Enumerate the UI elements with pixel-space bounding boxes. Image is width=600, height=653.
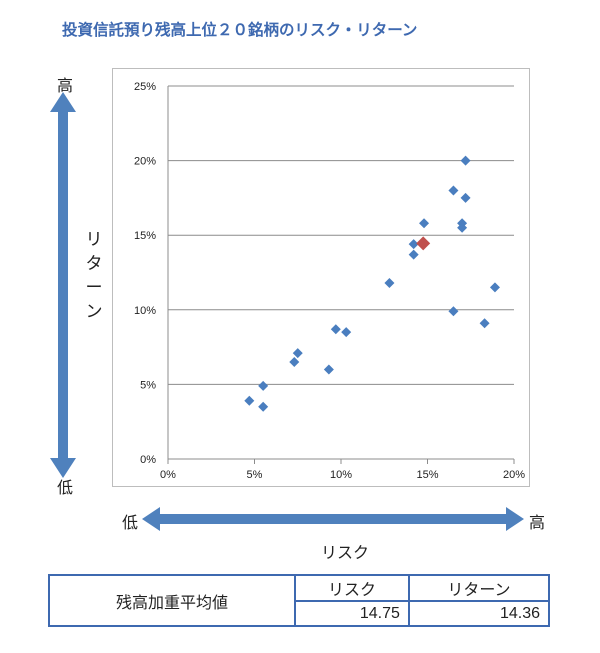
x-axis-high-label: 高 [529, 515, 546, 532]
data-point [460, 155, 471, 166]
x-axis-title: リスク [321, 545, 370, 562]
chart-title: 投資信託預り残高上位２０銘柄のリスク・リターン [62, 22, 418, 39]
data-point [408, 239, 419, 250]
data-point [323, 364, 334, 375]
data-point [408, 249, 419, 260]
x-tick-label: 5% [247, 469, 263, 481]
weighted-average-table: 残高加重平均値 リスク リターン 14.75 14.36 [48, 574, 551, 627]
data-point [258, 401, 269, 412]
header-return: リターン [407, 574, 551, 602]
data-point [448, 185, 459, 196]
y-axis-low-label: 低 [57, 480, 74, 497]
y-axis-title-char: ー [85, 278, 103, 297]
vertical-arrow [50, 92, 76, 478]
data-point [341, 327, 352, 338]
chart-frame [112, 68, 530, 487]
data-point [292, 348, 303, 359]
x-tick-label: 15% [416, 469, 438, 481]
value-risk: 14.75 [294, 600, 410, 627]
data-point [330, 324, 341, 335]
data-point [448, 306, 459, 317]
y-axis-title: リターン [84, 228, 104, 324]
x-axis-low-label: 低 [122, 515, 139, 532]
data-point [460, 192, 471, 203]
y-tick-label: 5% [140, 379, 156, 391]
y-tick-label: 20% [134, 156, 156, 168]
y-axis-high-label: 高 [57, 78, 74, 95]
weighted-average-point [416, 236, 431, 251]
y-tick-label: 0% [140, 454, 156, 466]
data-point [258, 380, 269, 391]
horizontal-arrow [142, 507, 524, 531]
x-tick-label: 20% [503, 469, 525, 481]
y-axis-title-char: ン [85, 302, 103, 321]
data-point [489, 282, 500, 293]
value-return: 14.36 [407, 600, 551, 627]
y-axis-title-char: リ [85, 230, 103, 249]
header-risk: リスク [294, 574, 410, 602]
x-tick-label: 0% [160, 469, 176, 481]
row-label: 残高加重平均値 [48, 574, 296, 627]
data-point [419, 218, 430, 229]
y-tick-label: 15% [134, 230, 156, 242]
data-point [244, 395, 255, 406]
y-tick-label: 10% [134, 305, 156, 317]
data-point [479, 318, 490, 329]
x-tick-label: 10% [330, 469, 352, 481]
data-point [384, 277, 395, 288]
y-axis-title-char: タ [85, 254, 103, 273]
data-point [457, 222, 468, 233]
y-tick-label: 25% [134, 81, 156, 93]
data-point [289, 357, 300, 368]
